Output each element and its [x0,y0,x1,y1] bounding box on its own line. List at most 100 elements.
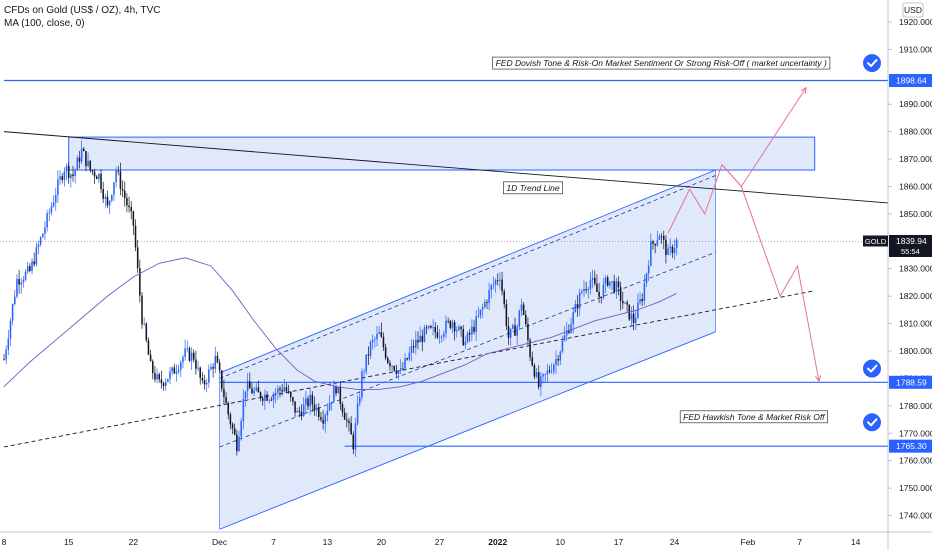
candle-body [240,421,242,437]
candle-body [363,371,365,373]
candle-body [162,383,165,386]
candle-body [100,173,102,190]
candle-body [436,332,439,338]
candle-body [50,206,53,213]
price-tick-label: 1740.000 [899,511,932,521]
candle-body [52,202,55,207]
price-tick-label: 1860.000 [899,181,932,191]
candle-body [134,225,137,248]
candle-body [624,302,626,304]
candle-body [98,173,100,180]
level-price-tag[interactable] [889,375,932,389]
currency-button[interactable] [902,2,924,18]
candle-body [128,205,130,208]
projection-arrowhead [815,375,822,383]
price-tick-label: 1830.000 [899,264,932,274]
candle-body [233,428,236,435]
candle-body [117,170,120,172]
candle-body [14,296,16,305]
candle-body [637,302,639,318]
candle-body [501,279,503,292]
candle-body [486,302,488,303]
candle-body [520,304,523,311]
candle-body [126,198,128,206]
candle-body [188,348,191,361]
candle-body [143,323,145,325]
annotation-text[interactable]: 1D Trend Line [506,183,560,193]
candle-body [471,326,473,335]
candle-body [236,434,238,452]
candle-body [78,157,81,162]
candle-body [505,304,508,327]
check-mark-icon [867,364,878,373]
candle-body [524,314,527,325]
candle-body [82,148,85,152]
candle-body [565,330,568,336]
channel-upper-dashed-line [219,175,716,379]
candle-body [434,327,436,333]
candle-body [460,326,462,329]
candle-body [225,396,227,403]
candle-body [156,374,158,380]
time-tick-label: 13 [323,537,333,547]
symbol-title[interactable]: CFDs on Gold (US$ / OZ), 4h, TVC [4,5,161,16]
annotation-text[interactable]: FED Hawkish Tone & Market Risk Off [683,412,826,422]
candle-body [85,151,87,167]
candle-body [227,402,230,415]
level-price-tag[interactable] [889,74,932,88]
candle-body [410,346,413,353]
candle-body [343,412,346,420]
candle-body [164,381,167,386]
candle-body [212,366,214,369]
candle-body [42,233,44,238]
symbol-tag [863,235,888,247]
candle-body [393,366,396,371]
candle-body [451,322,454,328]
candle-body [322,419,324,424]
candle-body [593,277,596,284]
candle-body [300,411,303,417]
candle-body [425,327,428,329]
candle-body [119,171,122,189]
candle-body [39,237,42,245]
candle-body [650,241,652,266]
candle-body [130,207,132,212]
candle-body [537,372,540,387]
candle-body [154,373,156,380]
candle-body [358,397,361,404]
candle-body [296,410,299,413]
price-tick-label: 1880.000 [899,127,932,137]
candle-body [16,278,18,297]
candle-body [527,324,529,341]
level-price-tag[interactable] [889,439,932,453]
candle-body [167,378,169,382]
candle-body [37,244,40,248]
candle-body [669,246,672,249]
candle-body [516,326,518,336]
candle-body [499,279,501,281]
candle-body [9,320,12,339]
candles-layer [3,140,678,457]
indicator-label[interactable]: MA (100, close, 0) [4,18,85,29]
candle-body [132,211,135,226]
candle-body [430,326,432,328]
candle-body [412,346,415,348]
annotation-text[interactable]: FED Dovish Tone & Risk-On Market Sentime… [496,58,827,68]
candle-body [22,279,25,283]
candle-body [5,349,7,360]
projection-layer [667,86,822,383]
candle-body [658,235,661,241]
level-price-label: 1765.30 [896,441,927,451]
price-tick-label: 1870.000 [899,154,932,164]
candle-body [514,325,516,336]
candle-body [102,189,104,199]
candle-body [630,313,633,320]
candle-body [546,370,549,374]
candle-body [195,359,197,369]
time-tick-label: 24 [670,537,680,547]
projection-arrowhead [800,86,807,94]
candle-body [660,235,663,237]
candle-body [561,340,564,352]
candle-body [548,370,551,372]
